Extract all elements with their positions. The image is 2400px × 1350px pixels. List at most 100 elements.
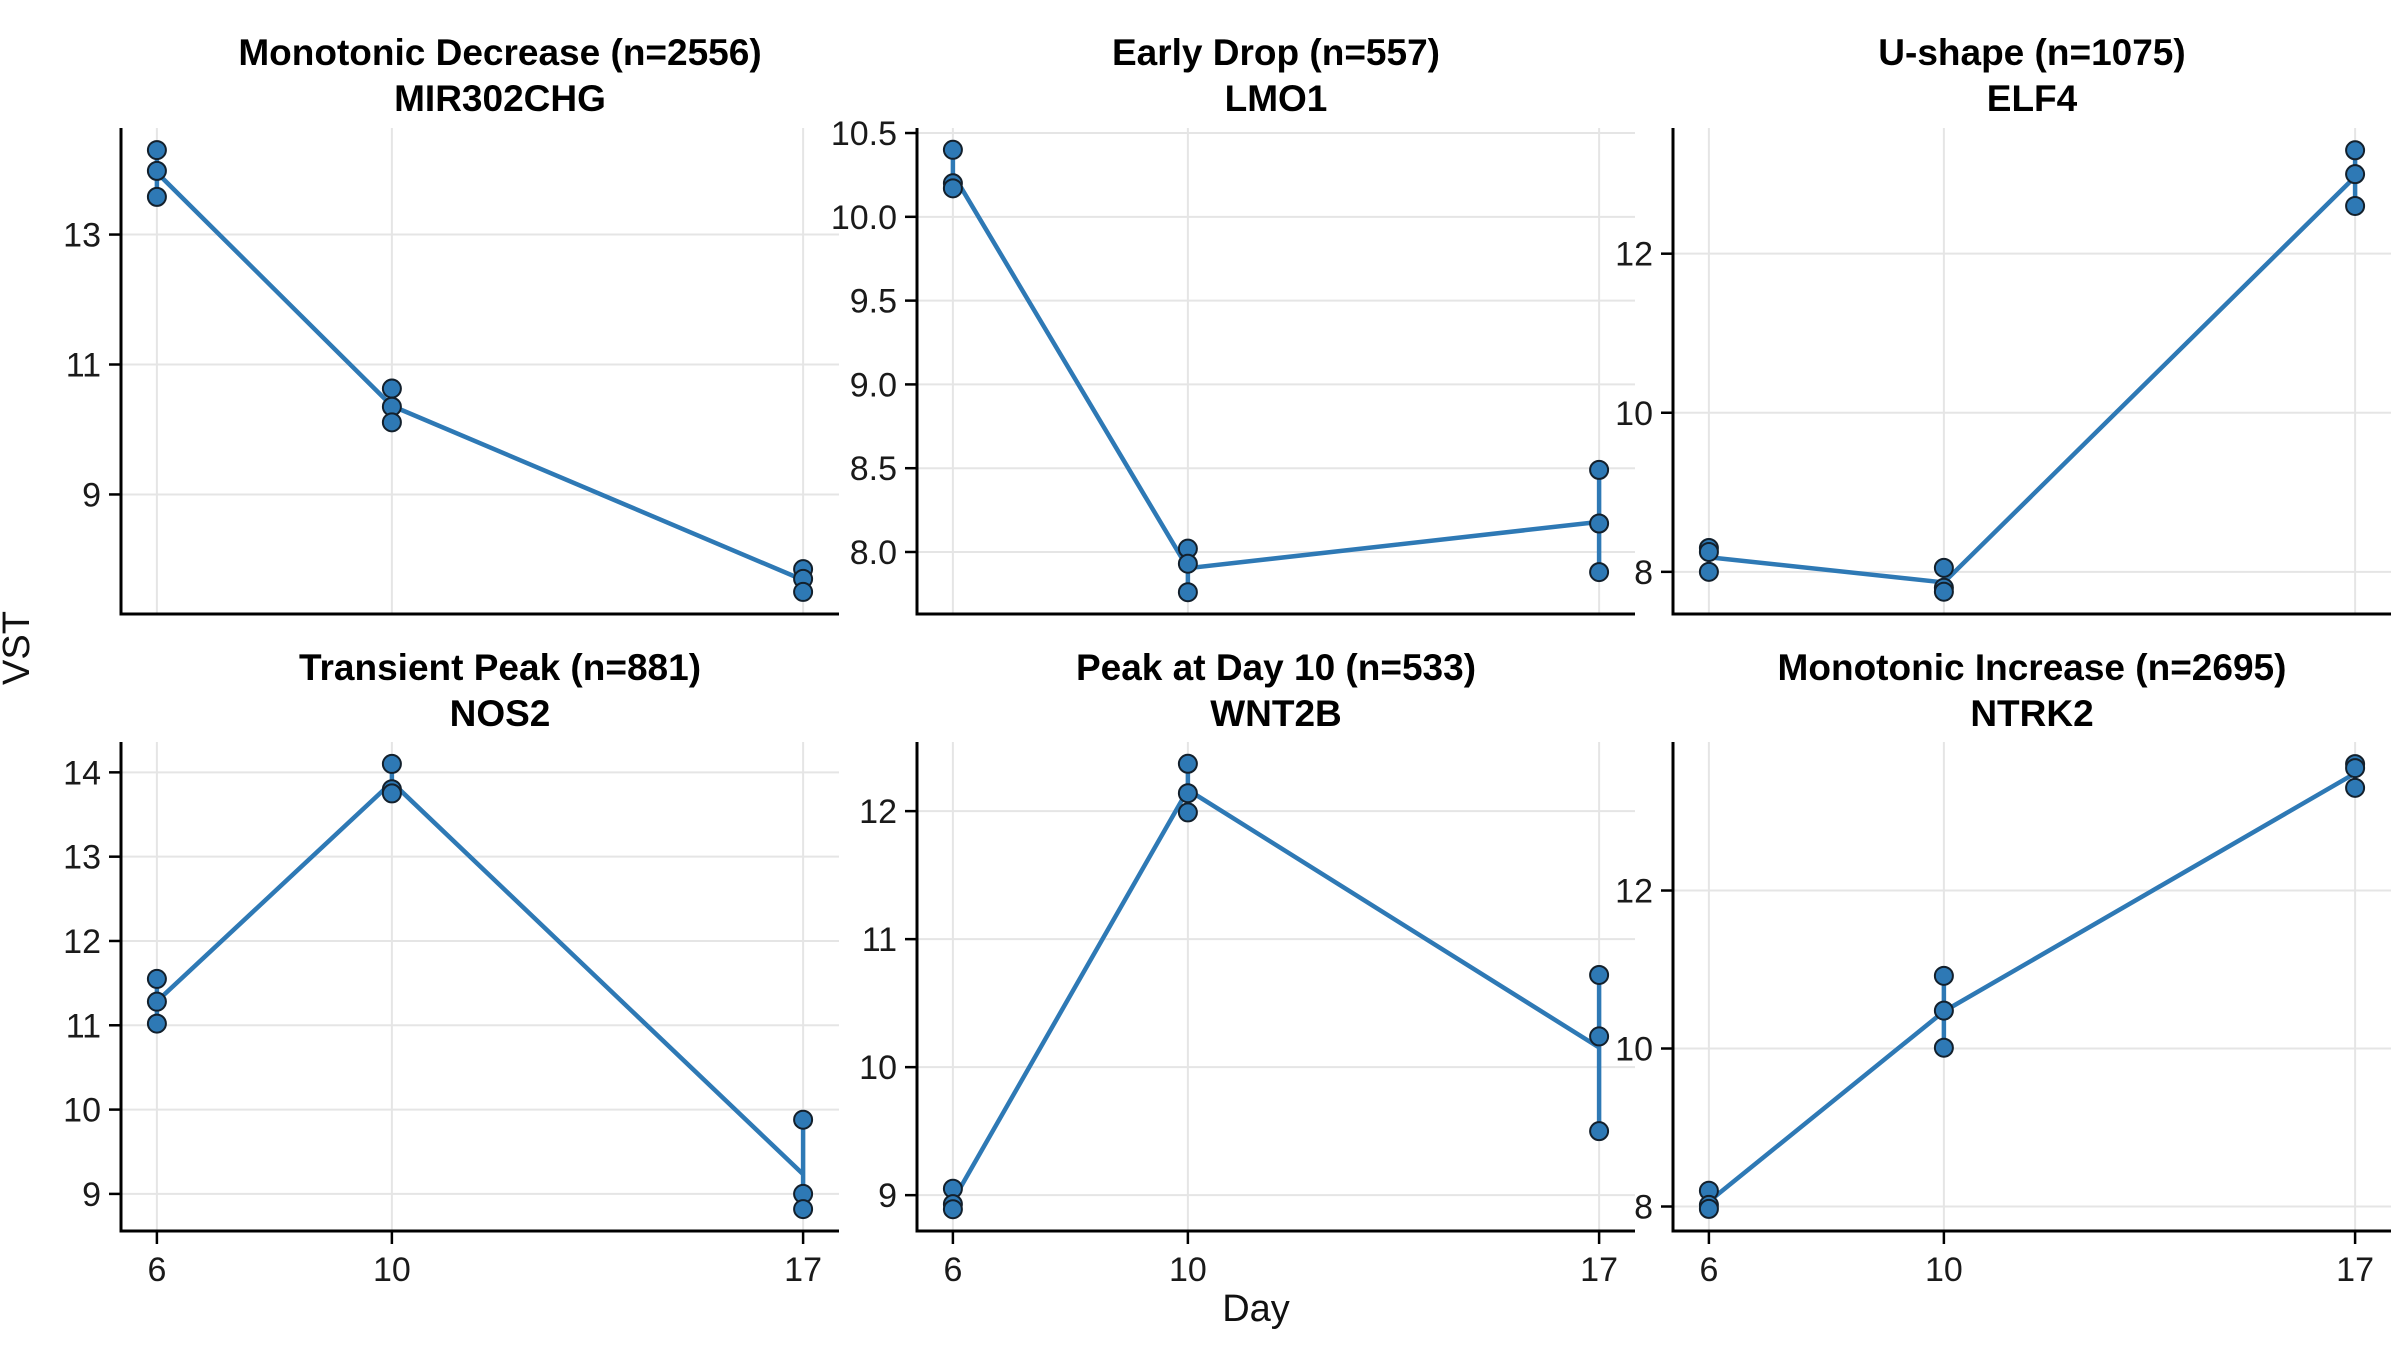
data-point [1698, 1198, 1719, 1219]
data-point [1589, 513, 1610, 534]
data-point [2345, 758, 2366, 779]
y-tick-label: 9.0 [850, 366, 897, 404]
data-point [146, 991, 167, 1012]
y-tick-label: 9 [82, 1176, 101, 1214]
panel-title-4: Transient Peak (n=881) NOS2 [120, 645, 880, 737]
x-tick-label: 17 [2336, 1251, 2374, 1289]
panel-title-line1: Peak at Day 10 (n=533) [1075, 647, 1477, 688]
data-point [942, 1199, 963, 1220]
panel-subtitle-gene: NOS2 [449, 693, 551, 734]
data-point [1698, 561, 1719, 582]
panel-title-line1: Monotonic Decrease (n=2556) [238, 32, 762, 73]
data-point [793, 1109, 814, 1130]
panel-subtitle-gene: NTRK2 [1970, 693, 2094, 734]
data-point [381, 412, 402, 433]
data-point [381, 753, 402, 774]
data-point [793, 1199, 814, 1220]
data-point [1698, 541, 1719, 562]
y-tick-label: 14 [63, 754, 101, 792]
data-point [1177, 753, 1198, 774]
y-tick-label: 10 [1615, 1031, 1653, 1069]
panel-title-line1: Early Drop (n=557) [1112, 32, 1440, 73]
panel-subtitle-gene: WNT2B [1210, 693, 1342, 734]
y-tick-label: 9 [878, 1177, 897, 1215]
panel-MIR302CHG: 9 11 13 [63, 128, 839, 616]
mean-line [950, 172, 1600, 571]
y-tick-label: 10.0 [831, 199, 897, 237]
y-tick-label: 8.5 [850, 450, 897, 488]
data-point [1589, 1121, 1610, 1142]
data-point [1177, 783, 1198, 804]
mean-line [1708, 175, 2357, 585]
panel-subtitle-gene: MIR302CHG [394, 78, 606, 119]
mean-line [950, 787, 1601, 1202]
y-tick-label: 11 [862, 921, 897, 959]
data-point [1177, 582, 1198, 603]
x-tick-label: 17 [1580, 1251, 1618, 1289]
panel-title-3: U-shape (n=1075) ELF4 [1652, 30, 2400, 122]
x-tick-label: 10 [1925, 1251, 1963, 1289]
panel-title-line1: U-shape (n=1075) [1878, 32, 2186, 73]
y-tick-label: 12 [859, 793, 897, 831]
panel-ELF4: 8 10 12 [1615, 128, 2391, 616]
y-tick-label: 10 [859, 1049, 897, 1087]
y-tick-label: 13 [63, 839, 101, 877]
panel-title-1: Monotonic Decrease (n=2556) MIR302CHG [120, 30, 880, 122]
data-point [146, 186, 167, 207]
data-point [381, 783, 402, 804]
data-point [1933, 557, 1954, 578]
x-tick-label: 6 [1699, 1251, 1718, 1289]
data-point [1933, 581, 1954, 602]
y-tick-label: 12 [1615, 873, 1653, 911]
data-point [2345, 164, 2366, 185]
y-tick-label: 9.5 [850, 283, 897, 321]
data-point [1589, 964, 1610, 985]
y-tick-label: 11 [66, 1007, 101, 1045]
x-axis-label: Day [1222, 1288, 1290, 1330]
panel-title-line1: Monotonic Increase (n=2695) [1777, 647, 2287, 688]
data-point [1589, 459, 1610, 480]
data-point [381, 378, 402, 399]
data-point [146, 140, 167, 161]
y-tick-label: 8 [1634, 554, 1653, 592]
y-tick-label: 10 [63, 1092, 101, 1130]
data-point [2345, 140, 2366, 161]
y-tick-label: 12 [63, 923, 101, 961]
data-point [1933, 1037, 1954, 1058]
y-tick-label: 11 [66, 347, 101, 385]
panel-subtitle-gene: LMO1 [1224, 78, 1328, 119]
panel-NTRK2: 8 10 12 6 10 17 [1615, 742, 2391, 1289]
data-point [146, 1013, 167, 1034]
mean-line [1707, 771, 2357, 1204]
panel-WNT2B: 9 10 11 12 6 10 17 [859, 742, 1635, 1289]
mean-line [155, 779, 805, 1176]
data-point [1177, 802, 1198, 823]
data-point [2345, 777, 2366, 798]
data-point [942, 178, 963, 199]
y-tick-label: 10.5 [831, 115, 897, 153]
panel-subtitle-gene: ELF4 [1986, 78, 2078, 119]
panel-title-line1: Transient Peak (n=881) [298, 647, 702, 688]
y-tick-label: 10 [1615, 395, 1653, 433]
panel-NOS2: 9 10 11 12 13 14 6 10 17 [63, 742, 839, 1289]
y-tick-label: 13 [63, 217, 101, 255]
data-point [1589, 562, 1610, 583]
data-point [942, 139, 963, 160]
data-point [2345, 195, 2366, 216]
data-point [1177, 553, 1198, 574]
data-point [146, 968, 167, 989]
data-point [793, 581, 814, 602]
x-tick-label: 10 [373, 1251, 411, 1289]
x-tick-label: 10 [1169, 1251, 1207, 1289]
x-tick-label: 6 [147, 1251, 166, 1289]
data-point [146, 160, 167, 181]
data-point [1933, 1000, 1954, 1021]
y-tick-label: 8.0 [850, 534, 897, 572]
y-tick-label: 12 [1615, 236, 1653, 274]
data-point [1589, 1026, 1610, 1047]
panel-title-6: Monotonic Increase (n=2695) NTRK2 [1652, 645, 2400, 737]
data-point [1933, 965, 1954, 986]
y-tick-label: 9 [82, 476, 101, 514]
